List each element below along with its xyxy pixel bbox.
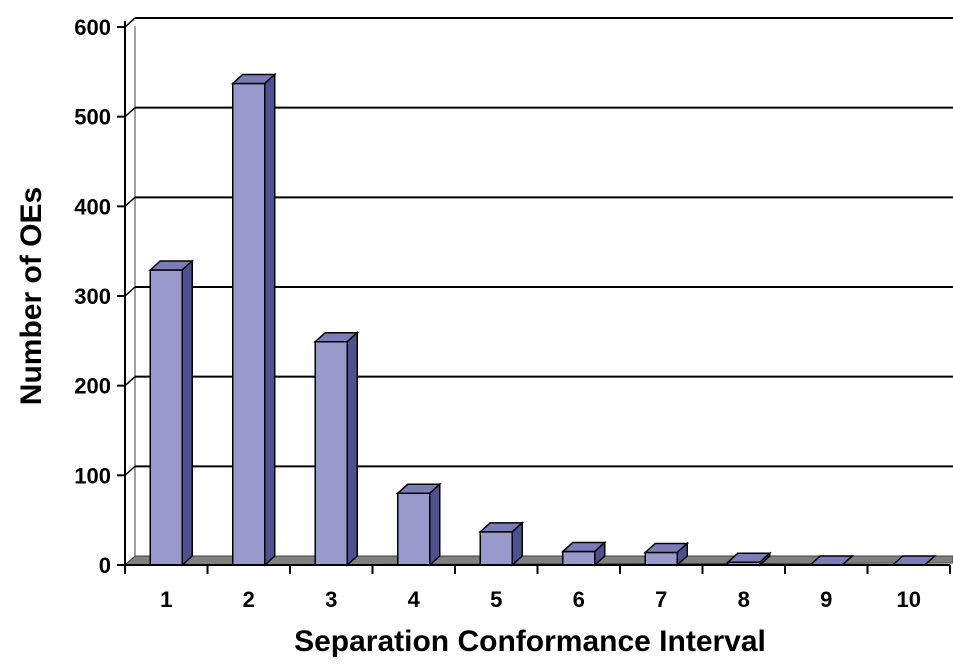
x-tick-label: 4 <box>408 587 421 612</box>
y-tick-label: 600 <box>74 15 111 40</box>
bar <box>150 270 182 565</box>
y-tick-label: 300 <box>74 284 111 309</box>
x-tick-labels: 1 2 3 4 5 6 7 8 9 10 <box>160 587 921 612</box>
y-tick-label: 100 <box>74 463 111 488</box>
x-tick-label: 2 <box>243 587 255 612</box>
x-tick-label: 1 <box>160 587 172 612</box>
bar-group <box>480 523 522 565</box>
bar <box>233 83 265 565</box>
gridline-diagonal <box>125 287 135 296</box>
x-tick-label: 7 <box>655 587 667 612</box>
bar-group <box>233 74 275 565</box>
bar-group <box>645 543 687 565</box>
x-axis-title: Separation Conformance Interval <box>294 625 766 658</box>
y-axis-title: Number of OEs <box>15 187 48 405</box>
bar <box>315 342 347 565</box>
bar-side <box>265 74 275 565</box>
y-tick-label: 200 <box>74 374 111 399</box>
x-tick-label: 6 <box>573 587 585 612</box>
bar-group <box>398 484 440 565</box>
bar-side <box>430 484 440 565</box>
bar <box>398 493 430 565</box>
y-tick-label: 0 <box>99 553 111 578</box>
bar-side <box>182 261 192 565</box>
x-tick-label: 5 <box>490 587 502 612</box>
bar-side <box>347 333 357 565</box>
y-tick-label: 500 <box>74 105 111 130</box>
bar <box>563 552 595 565</box>
gridline-diagonal <box>125 108 135 117</box>
gridline-diagonal <box>125 197 135 206</box>
x-tick-label: 3 <box>325 587 337 612</box>
bar <box>645 552 677 565</box>
gridline-diagonal <box>125 466 135 475</box>
bar <box>480 532 512 565</box>
y-tick-label: 400 <box>74 194 111 219</box>
x-tick-label: 9 <box>820 587 832 612</box>
bars <box>150 74 935 565</box>
x-tick-label: 10 <box>897 587 921 612</box>
bar-group <box>150 261 192 565</box>
y-tick-labels: 0 100 200 300 400 500 600 <box>74 15 111 578</box>
bar-group <box>563 543 605 565</box>
gridline-diagonal <box>125 18 135 27</box>
gridline-diagonal <box>125 377 135 386</box>
x-tick-label: 8 <box>738 587 750 612</box>
bar-group <box>315 333 357 565</box>
